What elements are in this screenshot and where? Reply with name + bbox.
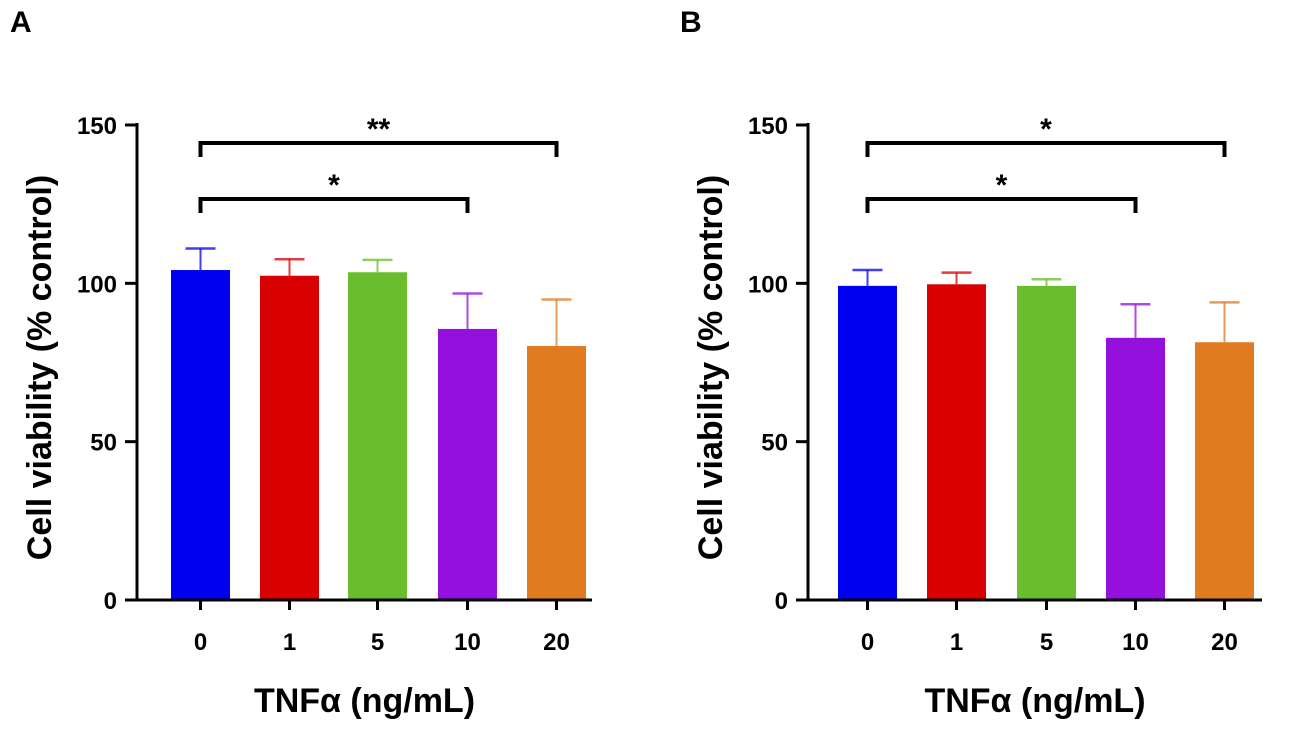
- x-tick-label: 10: [1122, 629, 1149, 656]
- x-tick-label: 0: [861, 629, 874, 656]
- x-tick-label: 1: [950, 629, 963, 656]
- y-axis-label: Cell viability (% control): [692, 175, 730, 560]
- significance-bracket: [198, 141, 559, 157]
- significance-label: *: [1040, 113, 1052, 146]
- x-tick-label: 1: [283, 629, 296, 656]
- x-tick-label: 10: [454, 629, 481, 656]
- x-tick-label: 0: [194, 629, 207, 656]
- bar-20: [527, 346, 586, 600]
- bar-5: [348, 272, 407, 600]
- significance-bracket: [865, 141, 1227, 157]
- significance-bracket: [198, 197, 470, 213]
- y-tick-label: 100: [748, 271, 788, 298]
- panel-label: B: [680, 6, 702, 39]
- bar-0: [171, 270, 230, 600]
- x-tick-label: 20: [1211, 629, 1238, 656]
- panel-label: A: [10, 6, 32, 39]
- y-axis-label: Cell viability (% control): [21, 175, 59, 560]
- y-tick-label: 0: [775, 588, 788, 615]
- bar-10: [438, 328, 497, 600]
- panel-b: B 0 1 5 10 20 0 50 100 150 TNFα (ng/mL) Cell viabil…: [680, 6, 1262, 720]
- y-tick-label: 50: [761, 430, 788, 457]
- bar-20: [1195, 342, 1254, 600]
- x-tick-label: 5: [1040, 629, 1053, 656]
- x-axis-label: TNFα (ng/mL): [254, 682, 475, 720]
- bar-10: [1106, 337, 1165, 600]
- bar-5: [1017, 285, 1076, 600]
- y-tick-label: 50: [90, 430, 117, 457]
- x-tick-label: 20: [543, 629, 570, 656]
- x-tick-label: 5: [371, 629, 384, 656]
- y-tick-label: 0: [104, 588, 117, 615]
- bar-1: [260, 275, 319, 600]
- significance-label: *: [996, 169, 1008, 202]
- y-tick-label: 150: [748, 113, 788, 140]
- y-tick-label: 100: [77, 271, 117, 298]
- significance-label: *: [328, 169, 340, 202]
- significance-label: **: [367, 113, 391, 146]
- bar-1: [927, 284, 986, 600]
- significance-bracket: [865, 197, 1138, 213]
- panel-a: A 0 1 5 10 20 0 50 100 150 TNFα (ng/mL) Cell viabil…: [10, 6, 592, 720]
- y-tick-label: 150: [77, 113, 117, 140]
- x-axis-label: TNFα (ng/mL): [924, 682, 1145, 720]
- bar-0: [838, 285, 897, 600]
